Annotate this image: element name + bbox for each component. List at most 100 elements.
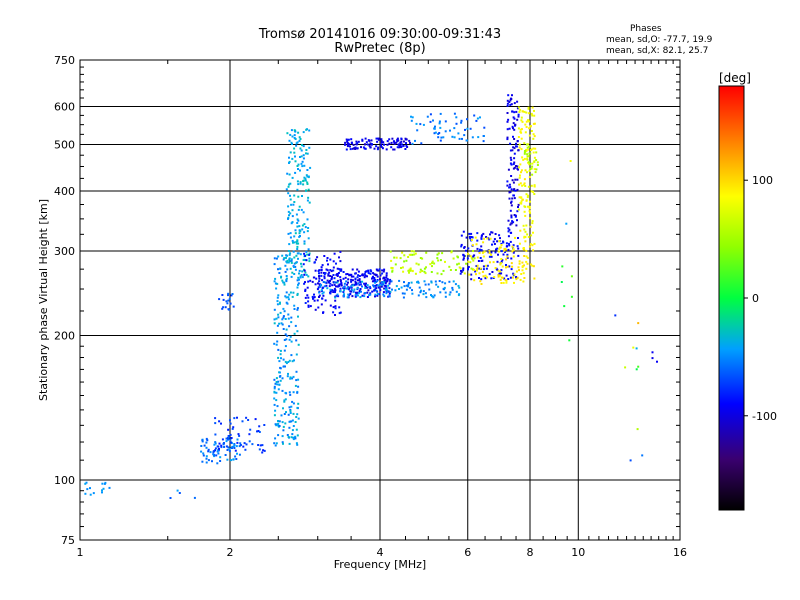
data-point xyxy=(505,264,507,266)
data-point xyxy=(214,433,217,436)
data-point xyxy=(517,113,520,116)
data-point xyxy=(506,138,509,141)
data-point xyxy=(334,296,337,299)
data-point xyxy=(511,179,514,182)
data-point xyxy=(409,141,411,144)
data-point xyxy=(371,280,374,283)
data-point xyxy=(440,273,443,276)
data-point xyxy=(508,183,511,186)
data-point xyxy=(288,173,291,176)
data-point xyxy=(501,265,504,268)
data-point xyxy=(206,439,209,442)
data-point xyxy=(312,276,315,279)
data-point xyxy=(378,268,381,271)
data-point xyxy=(307,175,310,178)
data-point xyxy=(281,254,284,257)
data-point xyxy=(482,232,485,235)
data-point xyxy=(500,276,503,279)
data-point xyxy=(224,306,227,309)
data-point xyxy=(307,296,310,299)
data-point xyxy=(500,258,503,260)
data-point xyxy=(405,138,407,141)
data-point xyxy=(485,236,488,238)
data-point xyxy=(509,156,512,159)
data-point xyxy=(381,147,384,150)
data-point xyxy=(513,102,516,105)
data-point xyxy=(472,255,475,258)
data-point xyxy=(456,255,459,258)
y-tick-label: 200 xyxy=(54,330,75,343)
data-point xyxy=(415,262,418,265)
data-point xyxy=(332,311,335,314)
data-point xyxy=(443,286,446,289)
data-point xyxy=(497,275,500,278)
data-point xyxy=(103,482,106,485)
data-point xyxy=(282,358,285,361)
data-point xyxy=(227,428,230,431)
data-point xyxy=(517,168,519,171)
data-point xyxy=(299,169,301,172)
data-point xyxy=(325,284,328,287)
data-point xyxy=(290,316,293,319)
data-point xyxy=(263,449,266,452)
data-point xyxy=(285,296,288,299)
data-point xyxy=(225,445,228,448)
data-point xyxy=(482,241,485,244)
colorbar-tick-label: -100 xyxy=(752,410,777,423)
data-point xyxy=(508,101,511,103)
data-point xyxy=(339,276,342,279)
data-point xyxy=(326,259,328,262)
data-point xyxy=(478,251,481,254)
data-point xyxy=(227,294,229,297)
data-point xyxy=(453,127,456,130)
data-point xyxy=(441,252,444,255)
data-point xyxy=(284,295,287,298)
data-point xyxy=(205,455,208,458)
data-point xyxy=(390,266,393,269)
data-point xyxy=(385,148,388,151)
data-point xyxy=(366,284,369,287)
data-point xyxy=(308,252,311,255)
data-point xyxy=(490,251,493,254)
data-point xyxy=(350,278,353,281)
data-point xyxy=(297,402,300,405)
data-point xyxy=(427,283,430,286)
data-point xyxy=(364,284,367,287)
data-point xyxy=(525,193,528,196)
data-point xyxy=(529,211,531,214)
data-point xyxy=(510,158,513,161)
data-point xyxy=(355,140,358,143)
data-point xyxy=(318,294,321,297)
data-point xyxy=(448,280,451,283)
data-point xyxy=(283,413,286,415)
data-point xyxy=(299,147,302,150)
data-point xyxy=(444,260,446,263)
data-point xyxy=(359,281,362,283)
data-point xyxy=(308,253,311,256)
data-point xyxy=(205,461,208,464)
data-point xyxy=(292,250,295,253)
data-point xyxy=(294,268,297,271)
plot-frame xyxy=(79,59,681,541)
data-point xyxy=(480,278,483,281)
data-point xyxy=(356,287,359,290)
data-point xyxy=(297,219,300,222)
data-point xyxy=(278,371,281,374)
data-point xyxy=(531,165,534,168)
data-point xyxy=(293,201,296,203)
data-point xyxy=(292,412,295,415)
data-point xyxy=(570,275,573,278)
data-point xyxy=(468,235,471,238)
data-point xyxy=(444,295,447,298)
data-point xyxy=(462,230,465,233)
data-point xyxy=(512,272,515,275)
data-point xyxy=(207,448,210,451)
data-point xyxy=(299,182,302,185)
data-point xyxy=(387,284,390,287)
data-point xyxy=(276,324,279,327)
data-point xyxy=(458,137,461,140)
data-point xyxy=(413,253,416,256)
data-point xyxy=(295,242,298,245)
data-point xyxy=(302,131,305,134)
data-point xyxy=(508,197,511,200)
